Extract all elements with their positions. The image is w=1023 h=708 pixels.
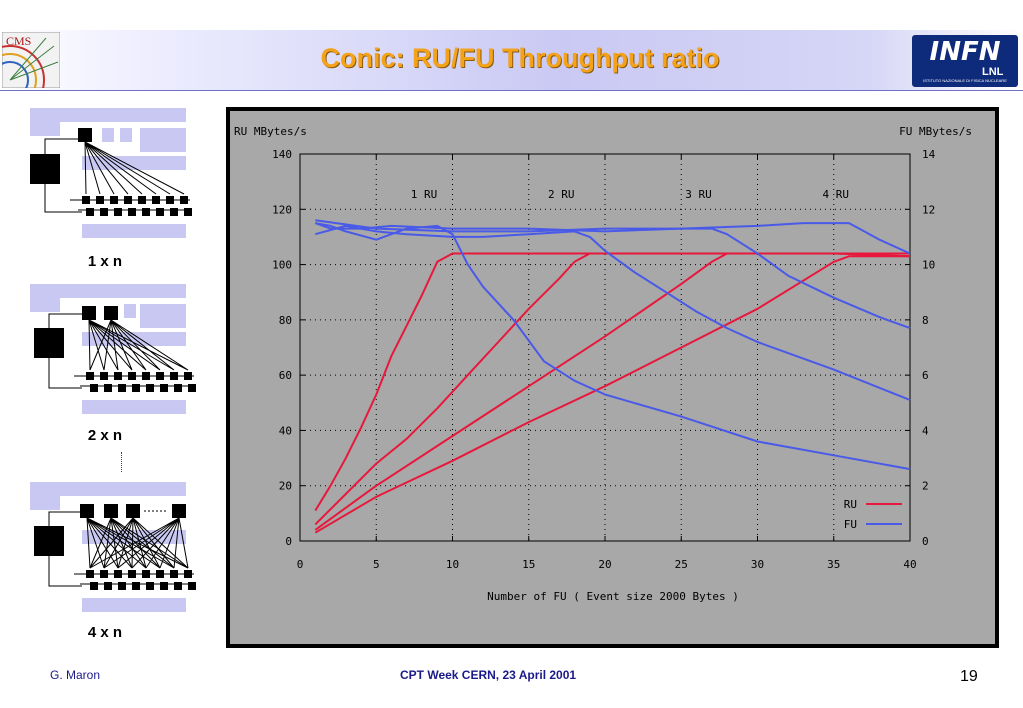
diagram-label-4xn: 4 x n <box>87 624 123 641</box>
slide-title: Conic: RU/FU Throughput ratio <box>320 43 720 73</box>
x-tick-label: 25 <box>675 558 688 571</box>
y-tick-label-right: 2 <box>922 480 929 493</box>
y-tick-label-left: 100 <box>272 259 292 272</box>
ellipsis-vertical <box>121 452 122 472</box>
y-tick-label-right: 14 <box>922 148 936 161</box>
series-line-ru-2 <box>314 252 911 531</box>
x-tick-label: 35 <box>827 558 840 571</box>
y-tick-label-right: 4 <box>922 424 929 437</box>
infn-logo: INFN LNL ISTITUTO NAZIONALE DI FISICA NU… <box>912 35 1018 87</box>
cms-logo-text: CMS <box>6 34 32 48</box>
diagram-4xn <box>30 482 196 612</box>
annotations: 1 RU 2 RU 3 RU 4 RU <box>411 188 849 201</box>
grid <box>300 154 910 541</box>
page-number: 19 <box>960 668 978 685</box>
x-tick-label: 30 <box>751 558 764 571</box>
series-line-fu-7 <box>315 219 911 255</box>
infn-logo-text: INFN <box>929 37 1001 67</box>
series-line-ru-1 <box>314 252 910 526</box>
x-tick-label: 10 <box>446 558 459 571</box>
tick-labels: 0 5 10 15 20 25 30 35 40 0 20 40 60 80 100 120 140 0 2 4 6 8 1… <box>272 148 935 571</box>
annotation-label: 2 RU <box>548 188 575 201</box>
footer-event: CPT Week CERN, 23 April 2001 <box>400 668 577 682</box>
diagram-label-2xn: 2 x n <box>87 427 123 444</box>
diagram-label-1xn: 1 x n <box>87 253 123 270</box>
series-line-fu-4 <box>315 222 911 471</box>
footer-author: G. Maron <box>50 668 101 682</box>
y-tick-label-left: 80 <box>279 314 292 327</box>
x-tick-label: 5 <box>373 558 380 571</box>
y-axis-label-left: RU MBytes/s <box>234 125 307 138</box>
title-rule <box>0 90 1023 91</box>
x-tick-label: 40 <box>903 558 916 571</box>
chart-frame: 0 5 10 15 20 25 30 35 40 0 20 40 60 80 100 120 140 0 2 4 6 8 1… <box>226 107 999 648</box>
y-tick-label-right: 8 <box>922 314 929 327</box>
y-tick-label-left: 20 <box>279 480 292 493</box>
y-tick-label-right: 10 <box>922 259 935 272</box>
series-line-fu-5 <box>315 224 911 401</box>
annotation-label: 1 RU <box>411 188 438 201</box>
y-tick-label-right: 6 <box>922 369 929 382</box>
throughput-chart: 0 5 10 15 20 25 30 35 40 0 20 40 60 80 100 120 140 0 2 4 6 8 1… <box>230 111 995 644</box>
x-tick-label: 0 <box>297 558 304 571</box>
y-tick-label-right: 12 <box>922 203 935 216</box>
lnl-logo-text: LNL <box>982 66 1004 78</box>
y-tick-label-left: 120 <box>272 203 292 216</box>
series <box>314 219 911 534</box>
legend-label-ru: RU <box>844 498 857 511</box>
x-tick-label: 15 <box>522 558 535 571</box>
series-line-ru-3 <box>314 255 910 534</box>
legend-label-fu: FU <box>844 518 857 531</box>
annotation-label: 3 RU <box>685 188 712 201</box>
x-axis-label: Number of FU ( Event size 2000 Bytes ) <box>487 590 739 603</box>
x-tick-label: 20 <box>598 558 611 571</box>
y-axis-label-right: FU MBytes/s <box>899 125 972 138</box>
diagram-1xn <box>30 108 192 238</box>
title-bar <box>0 30 1023 90</box>
annotation-label: 4 RU <box>823 188 850 201</box>
axes <box>299 153 911 542</box>
y-tick-label-left: 0 <box>285 535 292 548</box>
legend: RU FU <box>844 498 902 531</box>
diagram-2xn <box>30 284 196 414</box>
infn-fine-print: ISTITUTO NAZIONALE DI FISICA NUCLEARE <box>923 78 1007 83</box>
plot-background <box>230 111 995 644</box>
y-tick-label-right: 0 <box>922 535 929 548</box>
cms-logo-graphic <box>2 32 60 88</box>
y-tick-label-left: 140 <box>272 148 292 161</box>
y-tick-label-left: 60 <box>279 369 292 382</box>
y-tick-label-left: 40 <box>279 424 292 437</box>
